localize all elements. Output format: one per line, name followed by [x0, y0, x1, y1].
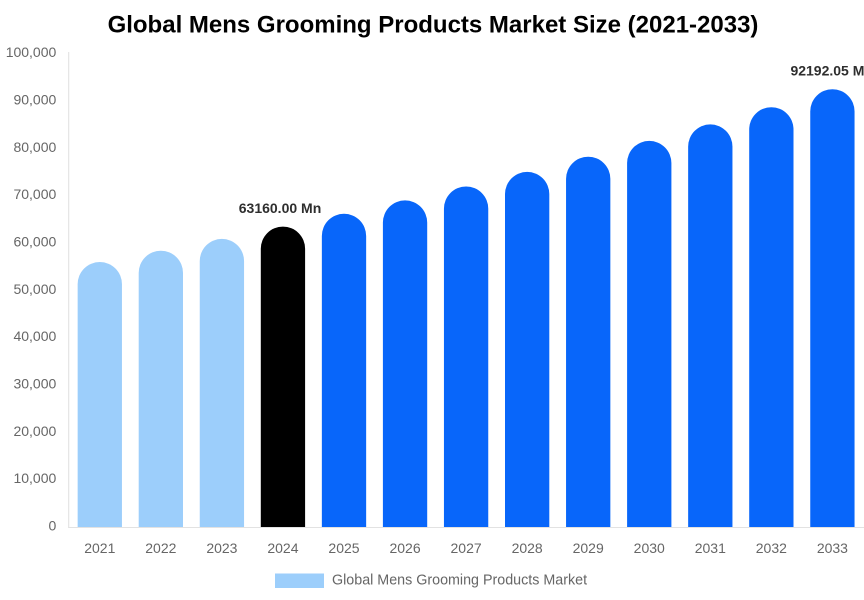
svg-text:70,000: 70,000 — [13, 186, 56, 202]
svg-text:2033: 2033 — [817, 540, 848, 556]
svg-text:100,000: 100,000 — [6, 44, 57, 60]
svg-text:63160.00 Mn: 63160.00 Mn — [239, 200, 322, 216]
svg-text:50,000: 50,000 — [13, 281, 56, 297]
svg-text:40,000: 40,000 — [13, 328, 56, 344]
svg-text:2021: 2021 — [84, 540, 115, 556]
svg-text:2026: 2026 — [389, 540, 420, 556]
svg-text:2027: 2027 — [451, 540, 482, 556]
svg-text:90,000: 90,000 — [13, 92, 56, 108]
svg-text:Global Mens Grooming Products: Global Mens Grooming Products Market — [332, 573, 587, 589]
svg-text:30,000: 30,000 — [13, 376, 56, 392]
svg-text:2023: 2023 — [206, 540, 237, 556]
svg-text:2025: 2025 — [328, 540, 359, 556]
svg-text:2029: 2029 — [573, 540, 604, 556]
svg-text:2030: 2030 — [634, 540, 665, 556]
svg-text:10,000: 10,000 — [13, 470, 56, 486]
svg-text:2031: 2031 — [695, 540, 726, 556]
svg-text:0: 0 — [49, 518, 57, 534]
svg-text:60,000: 60,000 — [13, 234, 56, 250]
svg-text:80,000: 80,000 — [13, 139, 56, 155]
svg-text:20,000: 20,000 — [13, 423, 56, 439]
svg-text:92192.05 Mn: 92192.05 Mn — [790, 63, 864, 79]
svg-text:2022: 2022 — [145, 540, 176, 556]
svg-text:2032: 2032 — [756, 540, 787, 556]
svg-text:2028: 2028 — [512, 540, 543, 556]
svg-text:2024: 2024 — [267, 540, 298, 556]
svg-text:Global Mens Grooming Products: Global Mens Grooming Products Market Siz… — [108, 12, 759, 39]
